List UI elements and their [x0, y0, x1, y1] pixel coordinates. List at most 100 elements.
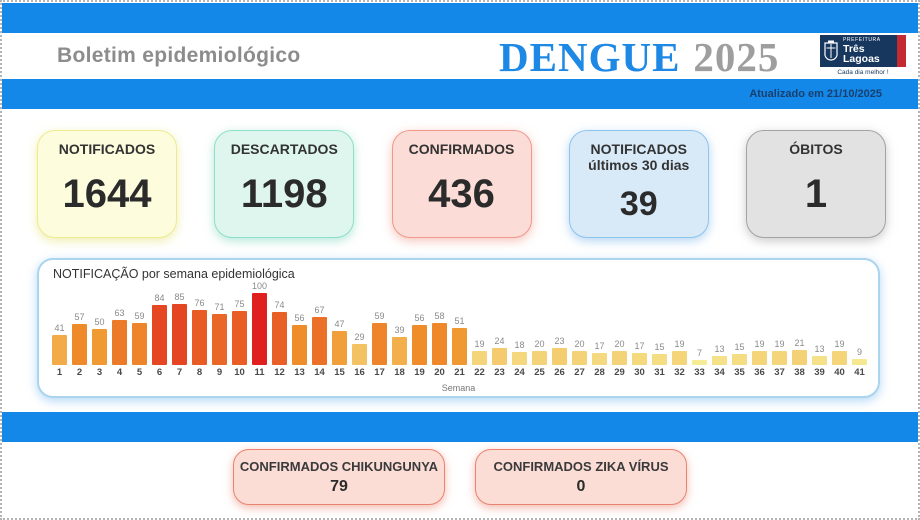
bar-value-label: 51 — [454, 316, 465, 326]
bar-slot-week-7: 85 7 — [171, 293, 188, 378]
bar-week-label: 23 — [494, 367, 505, 378]
bar-value-label: 17 — [634, 341, 645, 351]
bar-slot-week-21: 51 21 — [451, 317, 468, 378]
bar-slot-week-13: 56 13 — [291, 314, 308, 378]
bar-rect — [712, 356, 727, 365]
bar-rect — [732, 354, 747, 365]
bar-value-label: 71 — [214, 302, 225, 312]
bar-rect — [392, 337, 407, 365]
bar-rect — [152, 305, 167, 365]
bar-rect — [372, 323, 387, 365]
bar-slot-week-12: 74 12 — [271, 301, 288, 378]
bar-value-label: 56 — [414, 313, 425, 323]
bar-rect — [412, 325, 427, 365]
bar-rect — [132, 323, 147, 365]
bar-slot-week-5: 59 5 — [131, 312, 148, 378]
bar-slot-week-19: 56 19 — [411, 314, 428, 378]
bar-slot-week-2: 57 2 — [71, 313, 88, 378]
bar-week-label: 14 — [314, 367, 325, 378]
bar-value-label: 19 — [754, 339, 765, 349]
bar-slot-week-34: 13 34 — [711, 345, 728, 378]
disease-name: DENGUE — [499, 34, 681, 80]
bar-rect — [72, 324, 87, 365]
bar-week-label: 32 — [674, 367, 685, 378]
bar-slot-week-24: 18 24 — [511, 341, 528, 378]
bar-rect — [112, 320, 127, 365]
bar-slot-week-29: 20 29 — [611, 340, 628, 378]
bar-value-label: 20 — [614, 339, 625, 349]
bar-value-label: 24 — [494, 336, 505, 346]
bottom-blue-bar — [2, 412, 918, 442]
bar-week-label: 7 — [176, 367, 183, 378]
bar-week-label: 19 — [414, 367, 425, 378]
bar-slot-week-6: 84 6 — [151, 294, 168, 378]
bar-rect — [532, 351, 547, 365]
stat-card-label: NOTIFICADOS — [590, 141, 687, 157]
bar-rect — [512, 352, 527, 365]
bar-week-label: 28 — [594, 367, 605, 378]
bar-value-label: 21 — [794, 338, 805, 348]
logo-org-small: PREFEITURA — [843, 36, 881, 43]
bar-value-label: 15 — [734, 342, 745, 352]
bar-week-label: 30 — [634, 367, 645, 378]
bar-value-label: 67 — [314, 305, 325, 315]
bar-value-label: 59 — [134, 311, 145, 321]
bar-value-label: 76 — [194, 298, 205, 308]
stat-card-descartados: DESCARTADOS 1198 — [214, 130, 355, 238]
bar-value-label: 20 — [534, 339, 545, 349]
stat-card-sublabel: últimos 30 dias — [588, 157, 690, 174]
bar-week-label: 6 — [156, 367, 163, 378]
stat-card-value: 436 — [428, 171, 495, 216]
bar-rect — [92, 329, 107, 365]
bar-week-label: 16 — [354, 367, 365, 378]
stat-card-confirmados: CONFIRMADOS 436 — [391, 130, 532, 238]
logo-red-stripe — [897, 35, 906, 67]
coat-of-arms-icon — [820, 35, 842, 67]
bar-slot-week-27: 20 27 — [571, 340, 588, 378]
bar-slot-week-8: 76 8 — [191, 299, 208, 378]
updated-bar: Atualizado em 21/10/2025 — [2, 79, 918, 109]
bar-week-label: 39 — [814, 367, 825, 378]
bar-value-label: 63 — [114, 308, 125, 318]
bar-week-label: 21 — [454, 367, 465, 378]
bar-slot-week-4: 63 4 — [111, 309, 128, 378]
bottom-card-value: 0 — [576, 477, 586, 495]
bar-rect — [272, 312, 287, 365]
bar-value-label: 74 — [274, 300, 285, 310]
bar-value-label: 19 — [674, 339, 685, 349]
bar-value-label: 56 — [294, 313, 305, 323]
bottom-card-label: CONFIRMADOS ZIKA VÍRUS — [493, 458, 669, 474]
bar-value-label: 84 — [154, 293, 165, 303]
bar-rect — [672, 351, 687, 365]
main-title: DENGUE 2025 — [499, 33, 779, 81]
bar-week-label: 11 — [254, 367, 265, 378]
bar-value-label: 50 — [94, 317, 105, 327]
bar-slot-week-31: 15 31 — [651, 343, 668, 378]
bar-rect — [472, 351, 487, 365]
bar-value-label: 19 — [474, 339, 485, 349]
bar-week-label: 13 — [294, 367, 305, 378]
bar-slot-week-39: 13 39 — [811, 345, 828, 378]
bar-week-label: 4 — [116, 367, 123, 378]
bar-value-label: 7 — [696, 348, 702, 358]
bar-week-label: 26 — [554, 367, 565, 378]
bar-week-label: 34 — [714, 367, 725, 378]
bottom-card-label: CONFIRMADOS CHIKUNGUNYA — [239, 458, 439, 474]
logo-box: PREFEITURA Três Lagoas — [820, 35, 906, 67]
bar-rect — [752, 351, 767, 365]
bar-week-label: 37 — [774, 367, 785, 378]
logo-city-line2: Lagoas — [843, 53, 880, 65]
bar-week-label: 40 — [834, 367, 845, 378]
bar-slot-week-40: 19 40 — [831, 340, 848, 378]
bar-value-label: 9 — [856, 347, 862, 357]
logo-city-line1: Três — [843, 42, 865, 55]
bar-value-label: 15 — [654, 342, 665, 352]
bar-rect — [492, 348, 507, 365]
top-blue-bar — [2, 3, 918, 33]
bar-week-label: 8 — [196, 367, 203, 378]
stat-card-label: NOTIFICADOS — [58, 141, 156, 157]
bar-slot-week-22: 19 22 — [471, 340, 488, 378]
bar-slot-week-17: 59 17 — [371, 312, 388, 378]
bar-slot-week-25: 20 25 — [531, 340, 548, 378]
bar-rect — [352, 344, 367, 365]
